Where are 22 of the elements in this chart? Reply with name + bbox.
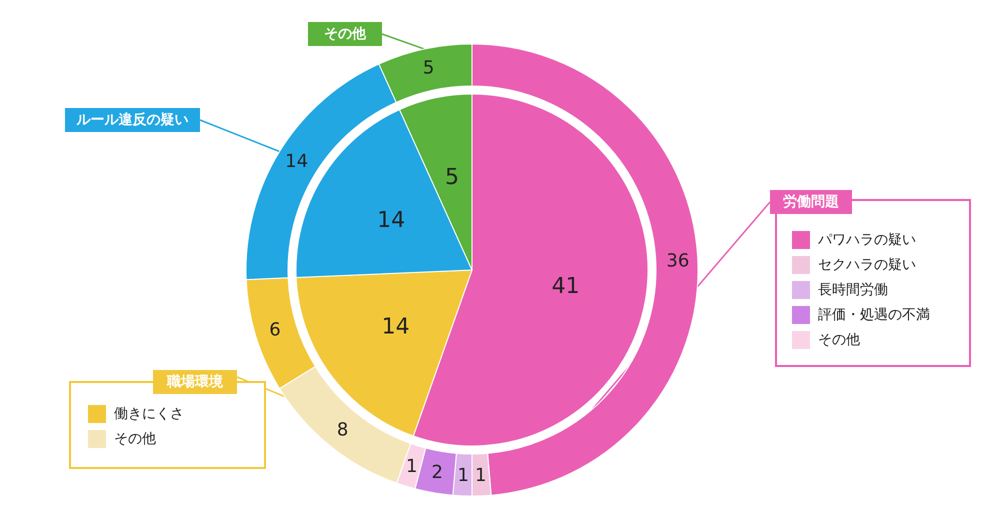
data-label: 5 [422,58,434,79]
legend-label: その他 [818,332,860,348]
legend-label: その他 [324,26,367,42]
data-label: 1 [475,464,486,486]
data-label: 1 [458,464,469,486]
data-label: 14 [382,314,410,340]
data-label: 6 [269,319,281,340]
legend-label: 職場環境 [166,373,224,390]
data-label: 14 [377,208,406,234]
data-label: 5 [444,165,459,190]
data-label: 14 [285,150,308,172]
slice-label: ルール違反の疑い [76,111,188,128]
legend-label: パワハラの疑い [817,232,916,248]
data-label: 1 [406,456,418,477]
legend-label: その他 [114,431,156,447]
legend-label: 働きにくさ [114,406,184,422]
data-label: 8 [336,419,348,440]
legend-label: 評価・処遇の不満 [818,307,930,323]
slice-label: 労働問題 [783,194,839,210]
legend-label: 長時間労働 [818,282,888,298]
data-label: 2 [431,462,443,484]
legend-label: セクハラの疑い [818,257,916,273]
